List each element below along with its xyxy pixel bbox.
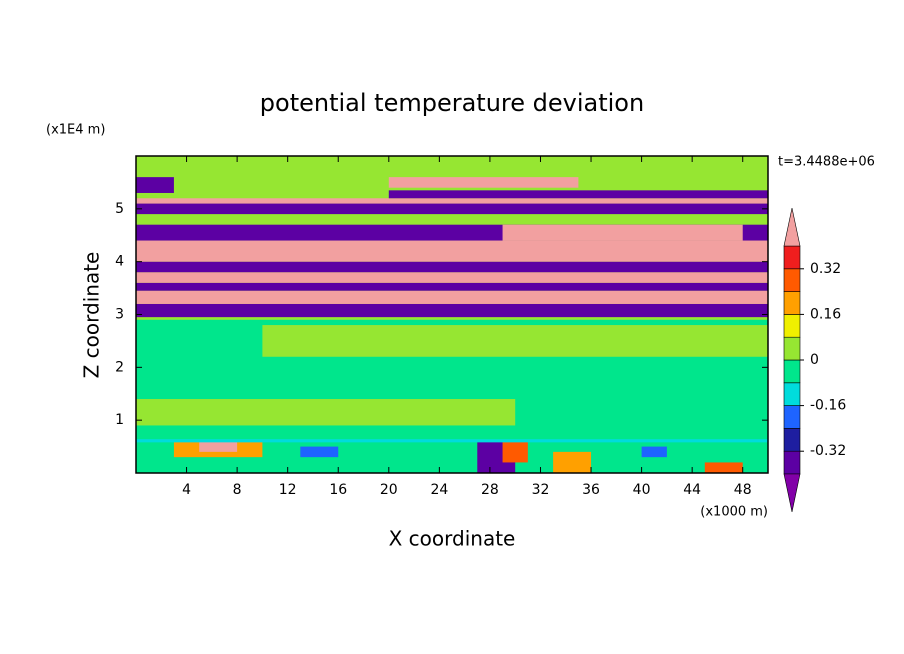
colorbar-box <box>783 314 801 338</box>
contour-region <box>136 282 768 291</box>
contour-region <box>388 177 579 188</box>
x-tick-label: 40 <box>633 482 651 498</box>
x-tick-label: 28 <box>481 482 499 498</box>
colorbar-tick-label: -0.32 <box>810 443 846 459</box>
colorbar-triangle <box>783 207 801 247</box>
x-tick-label: 48 <box>734 482 752 498</box>
y-tick-label: 4 <box>115 254 124 270</box>
contour-region <box>388 190 768 199</box>
contour-region <box>136 177 174 193</box>
x-tick-label: 4 <box>182 482 191 498</box>
y-unit-label: (x1E4 m) <box>46 123 105 138</box>
colorbar-triangle <box>783 473 801 513</box>
contour-region <box>136 198 768 204</box>
contour-region <box>136 272 768 283</box>
contour-region <box>262 325 768 357</box>
contour-region <box>502 224 743 241</box>
x-tick-label: 24 <box>430 482 448 498</box>
colorbar-box <box>783 245 801 270</box>
y-tick-label: 1 <box>115 412 124 428</box>
contour-region <box>553 451 592 473</box>
colorbar-box <box>783 405 801 429</box>
contour-region <box>136 240 768 262</box>
x-tick-label: 36 <box>582 482 600 498</box>
colorbar-box <box>783 268 801 292</box>
colorbar-tick-label: 0.32 <box>810 261 841 277</box>
y-tick-label: 3 <box>115 307 124 323</box>
x-tick-label: 12 <box>279 482 297 498</box>
colorbar-box <box>783 359 801 384</box>
colorbar-tick-label: 0 <box>810 352 819 368</box>
x-tick-label: 44 <box>683 482 701 498</box>
contour-region <box>136 290 768 304</box>
x-tick-label: 20 <box>380 482 398 498</box>
y-tick-label: 5 <box>115 201 124 217</box>
time-label: t=3.4488e+06 <box>778 155 875 170</box>
contour-region <box>136 203 768 215</box>
contour-region <box>136 439 768 443</box>
y-tick-label: 2 <box>115 359 124 375</box>
colorbar-box <box>783 291 801 315</box>
contour-region <box>300 446 339 458</box>
x-tick-label: 16 <box>329 482 347 498</box>
contour-region <box>136 399 516 426</box>
colorbar-box <box>783 382 801 406</box>
colorbar-box <box>783 428 801 452</box>
contour-region <box>136 261 768 273</box>
contour-region <box>502 441 528 463</box>
y-axis-label: Z coordinate <box>80 252 104 379</box>
colorbar-box <box>783 450 801 475</box>
x-axis-label: X coordinate <box>389 527 516 551</box>
x-tick-label: 32 <box>532 482 550 498</box>
contour-region <box>641 446 667 458</box>
colorbar-tick-label: -0.16 <box>810 398 846 414</box>
chart-title: potential temperature deviation <box>260 89 644 117</box>
colorbar-box <box>783 336 801 361</box>
contour-region <box>704 462 743 473</box>
colorbar-tick-label: 0.16 <box>810 306 841 322</box>
contour-region <box>136 303 768 318</box>
contour-region <box>199 441 238 452</box>
x-unit-label: (x1000 m) <box>700 505 768 520</box>
x-tick-label: 8 <box>233 482 242 498</box>
